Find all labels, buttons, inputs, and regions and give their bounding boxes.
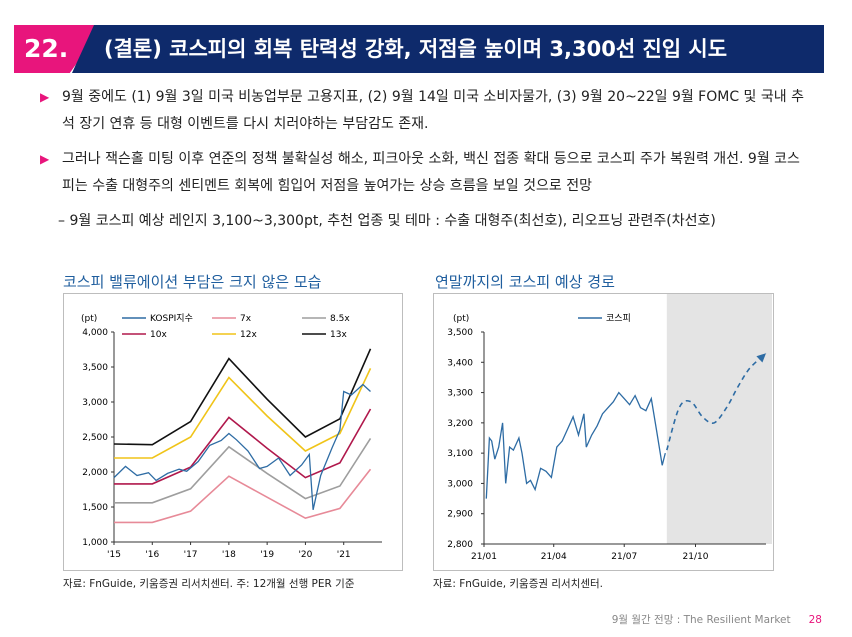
series-line bbox=[114, 437, 372, 504]
legend-label: 7x bbox=[240, 314, 252, 324]
legend-label: 10x bbox=[150, 330, 167, 340]
y-tick-label: 3,200 bbox=[447, 419, 473, 429]
chart1-frame: (pt) 1,000 1,500 2,000 2,500 3,000 3,500 4,000 '… bbox=[63, 293, 403, 571]
x-tick-label: '15 bbox=[107, 550, 121, 560]
bullet-list: ▶ 9월 중에도 (1) 9월 3일 미국 비농업부문 고용지표, (2) 9월… bbox=[40, 84, 810, 235]
legend-label: 8.5x bbox=[330, 314, 350, 324]
y-tick-label: 2,800 bbox=[447, 540, 473, 550]
y-tick-label: 2,500 bbox=[82, 433, 108, 443]
triangle-bullet-icon: ▶ bbox=[40, 90, 50, 104]
x-tick-label: 21/07 bbox=[611, 552, 637, 562]
x-tick-label: '18 bbox=[222, 550, 236, 560]
x-tick-label: 21/01 bbox=[471, 552, 497, 562]
y-tick-label: 4,000 bbox=[82, 328, 108, 338]
x-tick-label: 21/04 bbox=[541, 552, 567, 562]
series-line bbox=[114, 468, 372, 524]
chart2-source: 자료: FnGuide, 키움증권 리서치센터. bbox=[433, 578, 604, 590]
y-tick-label: 3,500 bbox=[447, 328, 473, 338]
y-axis-unit: (pt) bbox=[81, 314, 97, 324]
bullet-text: 9월 중에도 (1) 9월 3일 미국 비농업부문 고용지표, (2) 9월 1… bbox=[62, 89, 804, 132]
kospi-line bbox=[485, 391, 666, 499]
series-line bbox=[114, 368, 372, 459]
y-axis-unit: (pt) bbox=[453, 314, 469, 324]
y-tick-label: 2,000 bbox=[82, 468, 108, 478]
chart1-title: 코스피 밸류에이션 부담은 크지 않은 모습 bbox=[63, 273, 322, 291]
legend-label: 코스피 bbox=[606, 313, 631, 324]
bullet-text: 그러나 잭슨홀 미팅 이후 연준의 정책 불확실성 해소, 피크아웃 소화, 백… bbox=[62, 151, 800, 194]
forecast-chart: (pt) 2,800 2,900 3,000 3,100 3,200 3,300 3,400 3… bbox=[447, 294, 772, 562]
x-tick-label: '21 bbox=[337, 550, 351, 560]
bullet-item: ▶ 그러나 잭슨홀 미팅 이후 연준의 정책 불확실성 해소, 피크아웃 소화,… bbox=[40, 146, 810, 200]
chart2-title: 연말까지의 코스피 예상 경로 bbox=[435, 273, 615, 291]
footer-text: 9월 월간 전망 : The Resilient Market bbox=[611, 614, 791, 626]
y-tick-label: 3,300 bbox=[447, 389, 473, 399]
sub-bullet: – 9월 코스피 예상 레인지 3,100~3,300pt, 추천 업종 및 테… bbox=[58, 213, 716, 229]
section-title: (결론) 코스피의 회복 탄력성 강화, 저점을 높이며 3,300선 진입 시… bbox=[72, 25, 824, 73]
y-tick-label: 3,400 bbox=[447, 358, 473, 368]
x-tick-label: '17 bbox=[184, 550, 198, 560]
x-tick-label: 21/10 bbox=[683, 552, 709, 562]
chart2-frame: (pt) 2,800 2,900 3,000 3,100 3,200 3,300 3,400 3… bbox=[433, 293, 774, 571]
y-tick-label: 1,500 bbox=[82, 503, 108, 513]
series-line bbox=[113, 348, 372, 446]
chart1-source: 자료: FnGuide, 키움증권 리서치센터. 주: 12개월 선행 PER … bbox=[63, 578, 355, 590]
legend-label: 12x bbox=[240, 330, 257, 340]
triangle-bullet-icon: ▶ bbox=[40, 152, 50, 166]
legend-label: KOSPI지수 bbox=[150, 313, 193, 324]
x-tick-label: '16 bbox=[145, 550, 159, 560]
forecast-dashed-line bbox=[666, 352, 767, 451]
page-footer: 9월 월간 전망 : The Resilient Market 28 bbox=[612, 612, 822, 627]
forecast-shaded-region bbox=[666, 294, 772, 544]
section-banner: 22. (결론) 코스피의 회복 탄력성 강화, 저점을 높이며 3,300선 … bbox=[14, 25, 824, 73]
legend-label: 13x bbox=[330, 330, 347, 340]
y-tick-label: 3,500 bbox=[82, 363, 108, 373]
forecast-arrow-icon bbox=[756, 353, 766, 363]
x-tick-label: '20 bbox=[298, 550, 312, 560]
valuation-chart: (pt) 1,000 1,500 2,000 2,500 3,000 3,500 4,000 '… bbox=[81, 313, 382, 560]
x-tick-label: '19 bbox=[260, 550, 274, 560]
y-tick-label: 3,000 bbox=[447, 479, 473, 489]
bullet-item: ▶ 9월 중에도 (1) 9월 3일 미국 비농업부문 고용지표, (2) 9월… bbox=[40, 84, 810, 138]
y-tick-label: 3,000 bbox=[82, 398, 108, 408]
series-line bbox=[114, 408, 372, 485]
y-tick-label: 2,900 bbox=[447, 510, 473, 520]
page-number: 28 bbox=[808, 614, 822, 626]
series-line bbox=[113, 383, 371, 510]
y-tick-label: 3,100 bbox=[447, 449, 473, 459]
y-tick-label: 1,000 bbox=[82, 538, 108, 548]
